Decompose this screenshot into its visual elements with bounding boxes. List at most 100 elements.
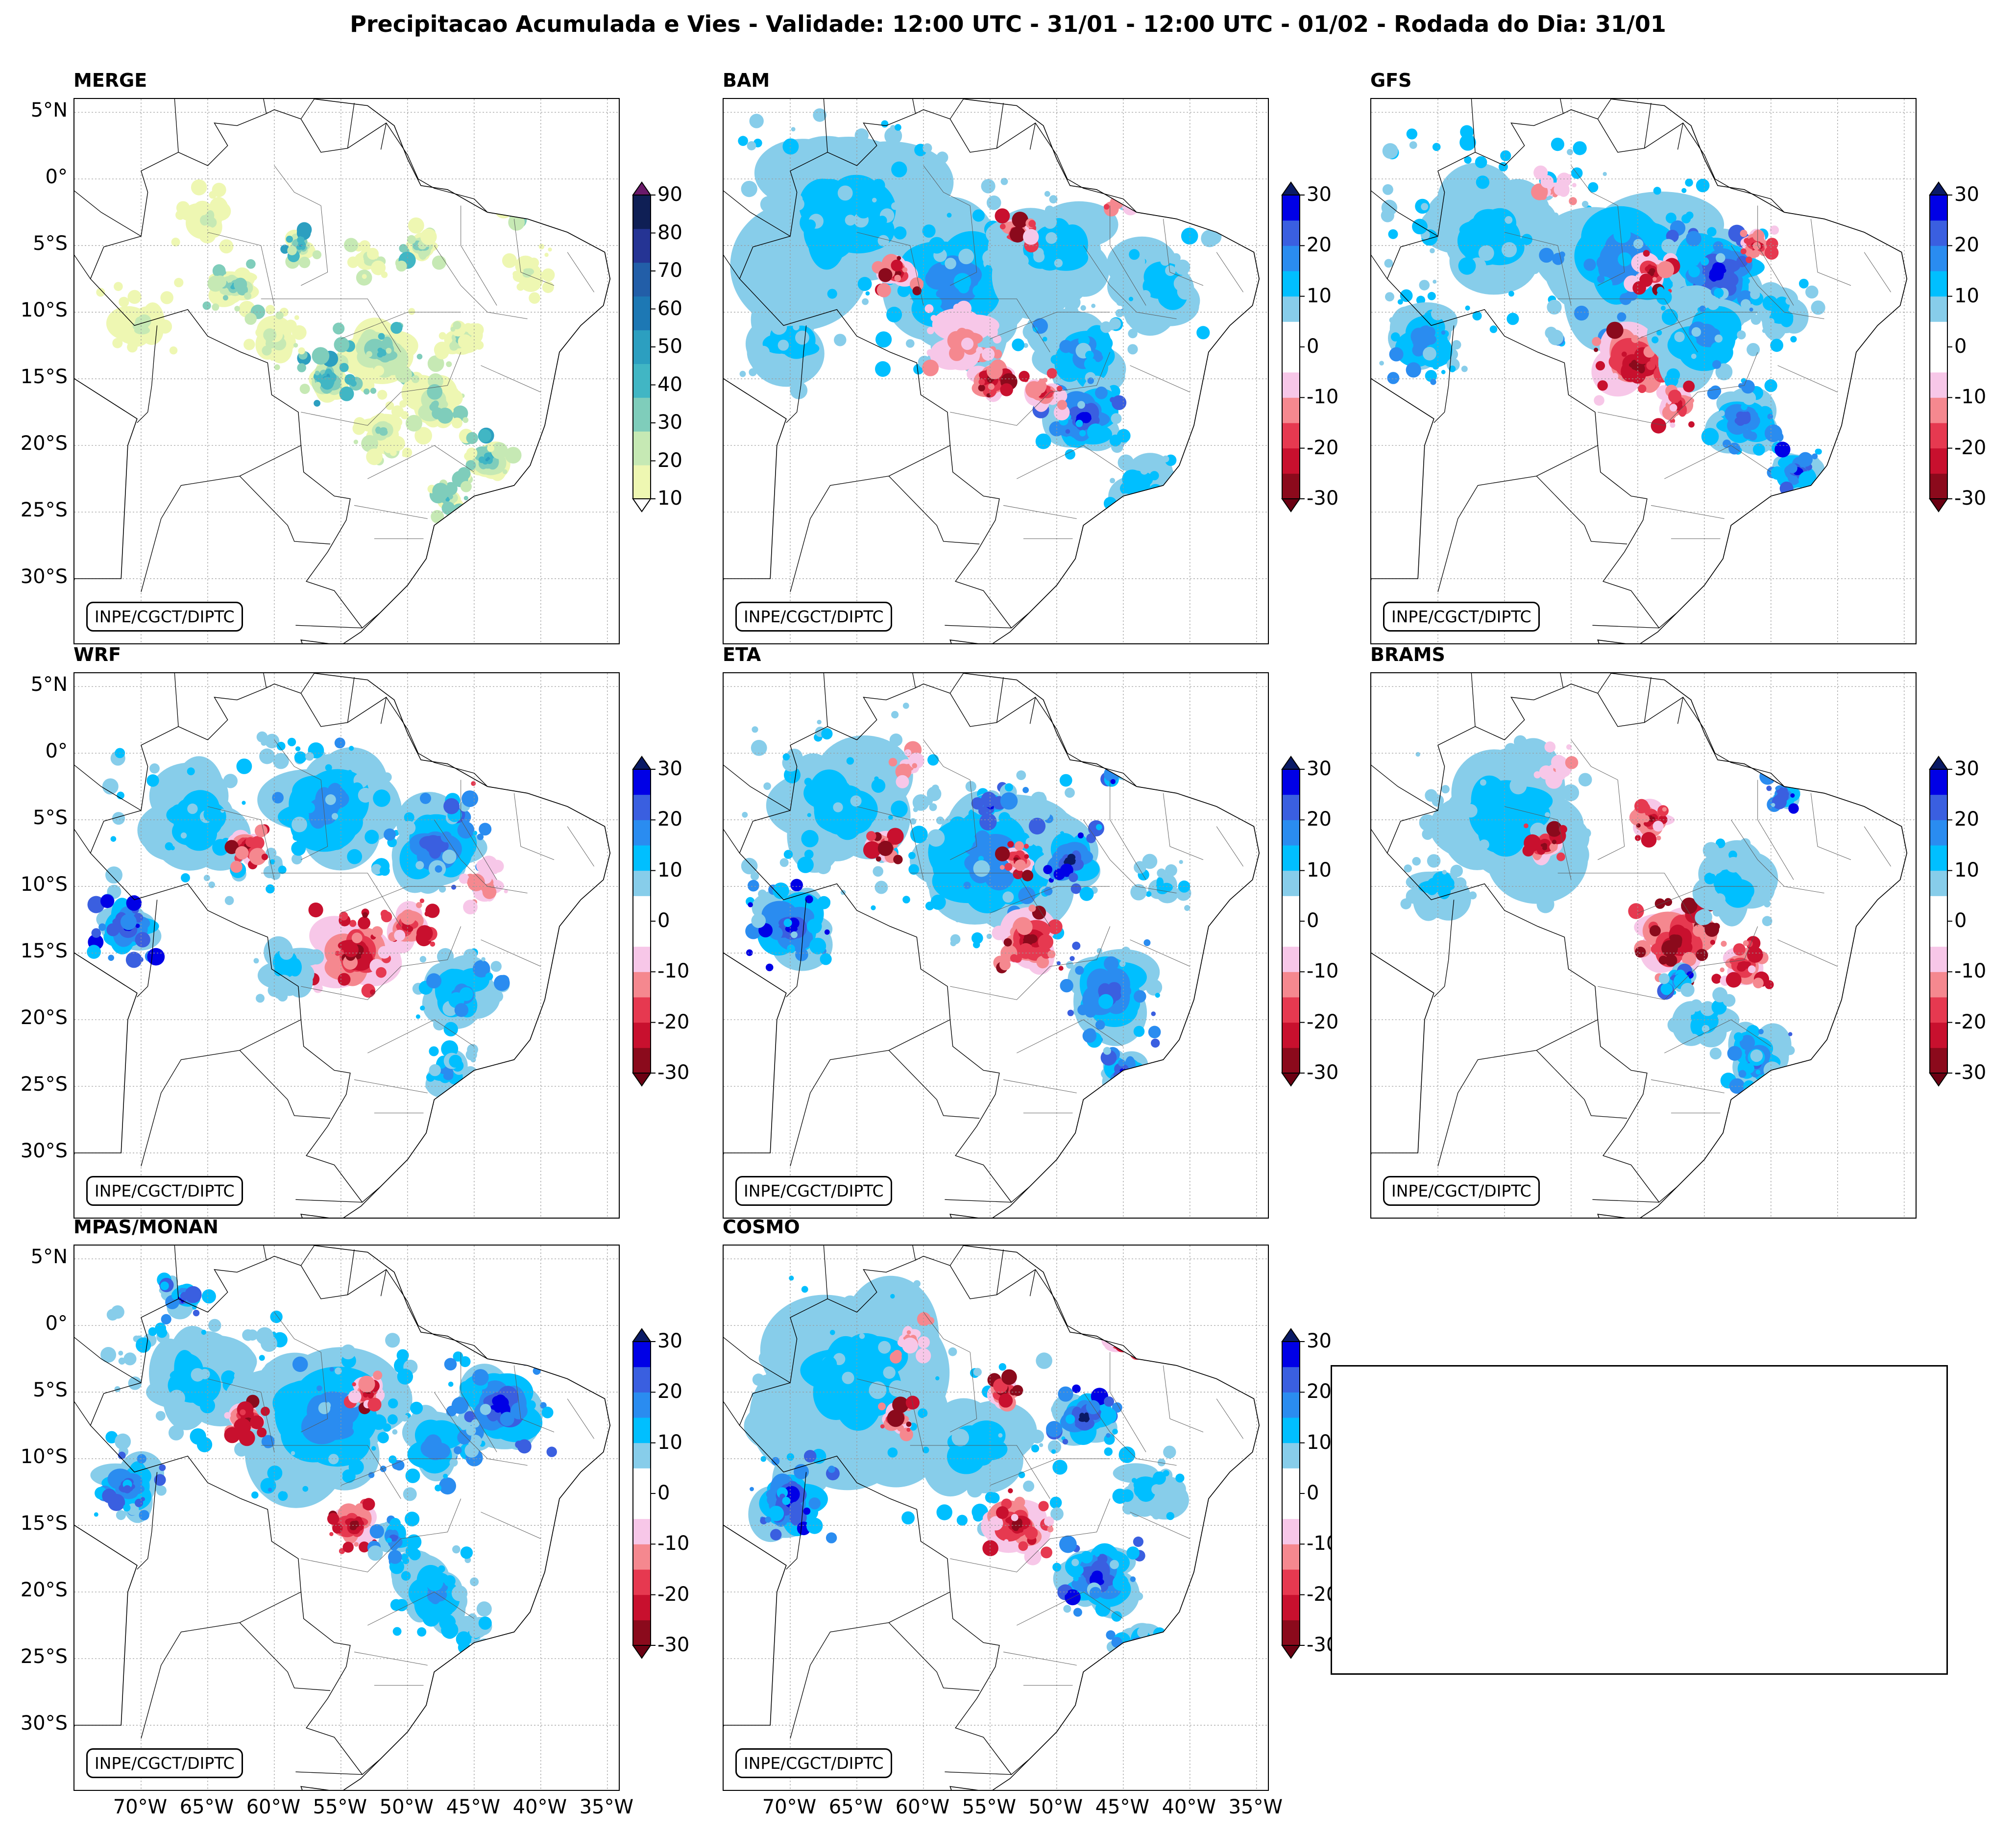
field-speckle	[741, 181, 757, 197]
field-speckle	[451, 1397, 469, 1414]
state-border	[1598, 926, 1758, 1000]
field-speckle	[126, 895, 142, 911]
field-speckle	[215, 1337, 220, 1343]
colorbar-segment	[633, 228, 651, 263]
field-speckle	[1118, 1059, 1125, 1067]
field-speckle	[1785, 1046, 1795, 1055]
field-speckle	[387, 1538, 392, 1543]
field-speckle	[893, 855, 903, 864]
field-speckle	[1656, 330, 1662, 336]
state-border	[481, 1512, 541, 1539]
country-border-brazil	[739, 109, 1260, 629]
field-speckle	[1004, 863, 1013, 871]
field-speckle	[1125, 312, 1140, 326]
field-speckle	[1075, 419, 1083, 427]
field-speckle	[1050, 355, 1060, 365]
field-speckle	[1011, 282, 1026, 298]
colorbar-bias	[1281, 756, 1305, 1087]
field-speckle	[1699, 305, 1706, 312]
field-speckle	[1656, 835, 1661, 841]
lon-tick-label: 35°W	[579, 1796, 634, 1818]
field-speckle	[371, 1414, 387, 1430]
field-speckle	[467, 1613, 477, 1623]
field-speckle	[749, 368, 757, 376]
field-speckle	[1025, 837, 1034, 846]
field-speckle	[1016, 770, 1026, 780]
map-panel-wrf: INPE/CGCT/DIPTC	[73, 672, 620, 1219]
field-speckle	[891, 202, 899, 210]
field-speckle	[470, 334, 480, 343]
field-speckle	[246, 259, 256, 269]
field-speckle	[839, 765, 847, 773]
field-contour	[499, 204, 503, 209]
field-speckle	[1002, 891, 1014, 903]
field-speckle	[1047, 950, 1056, 958]
field-speckle	[1723, 994, 1736, 1007]
field-speckle	[1155, 993, 1160, 998]
field-speckle	[1709, 1048, 1722, 1060]
field-speckle	[1798, 278, 1809, 289]
field-speckle	[1452, 340, 1461, 350]
field-speckle	[401, 1554, 409, 1561]
field-speckle	[440, 831, 452, 843]
field-speckle	[1737, 330, 1746, 340]
colorbar-tick-label: 30	[1307, 183, 1332, 206]
field-speckle	[201, 1329, 207, 1335]
country-border	[1677, 122, 1684, 150]
field-layer	[744, 1275, 1189, 1676]
field-speckle	[242, 1329, 254, 1341]
field-speckle	[1633, 239, 1644, 249]
state-border	[1810, 793, 1851, 860]
field-speckle	[875, 331, 892, 348]
field-speckle	[1513, 735, 1527, 749]
field-speckle	[334, 737, 345, 749]
field-speckle	[1688, 1033, 1700, 1045]
field-speckle	[420, 792, 431, 804]
field-speckle	[1022, 787, 1029, 793]
state-border	[367, 1019, 475, 1053]
field-speckle	[967, 835, 975, 844]
field-speckle	[1145, 979, 1163, 996]
field-speckle	[259, 748, 275, 764]
field-speckle	[1036, 955, 1049, 969]
colorbar-tick-label: -10	[657, 960, 690, 983]
field-speckle	[119, 296, 129, 307]
field-speckle	[1151, 1011, 1156, 1016]
field-contour	[478, 764, 490, 770]
field-speckle	[1714, 893, 1725, 905]
field-speckle	[931, 784, 939, 792]
field-speckle	[1038, 934, 1054, 950]
state-border	[1003, 1079, 1077, 1094]
field-speckle	[1701, 428, 1719, 445]
field-speckle	[353, 440, 359, 444]
field-speckle	[528, 257, 539, 269]
field-speckle	[1119, 179, 1133, 193]
colorbar-segment	[1930, 347, 1947, 373]
field-speckle	[394, 929, 406, 941]
lat-tick-label: 5°N	[30, 673, 68, 696]
field-contour	[499, 200, 508, 209]
field-speckle	[366, 448, 383, 465]
state-border	[513, 219, 555, 286]
field-speckle	[902, 267, 908, 273]
field-speckle	[250, 1443, 267, 1461]
field-speckle	[261, 739, 267, 746]
country-border	[380, 122, 387, 150]
state-border	[354, 505, 428, 519]
field-speckle	[1547, 299, 1562, 315]
field-speckle	[102, 778, 119, 795]
field-contour	[483, 765, 500, 783]
field-speckle	[1771, 466, 1784, 480]
colorbar-segment	[1930, 1048, 1947, 1074]
field-speckle	[1206, 237, 1214, 245]
field-speckle	[1562, 288, 1570, 295]
field-contour	[501, 200, 510, 207]
state-border	[1083, 819, 1177, 894]
field-speckle	[454, 1003, 469, 1017]
field-speckle	[96, 288, 105, 297]
field-speckle	[1683, 380, 1695, 392]
field-speckle	[460, 1381, 473, 1394]
colorbar-segment	[1282, 423, 1300, 449]
field-speckle	[1574, 305, 1589, 321]
state-border	[340, 886, 461, 913]
